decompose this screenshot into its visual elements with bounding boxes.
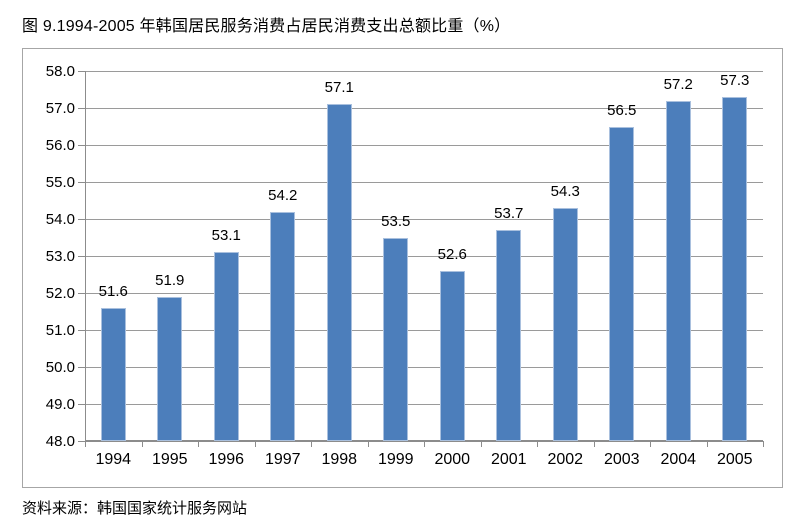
- y-axis-tick: [78, 293, 85, 294]
- bar-value-label: 56.5: [607, 101, 637, 119]
- x-axis-tick: [763, 441, 764, 447]
- gridline: [85, 71, 763, 72]
- y-tick-label: 52.0: [45, 285, 75, 302]
- x-tick-label: 2005: [716, 451, 753, 468]
- bar-value-label: 57.1: [324, 79, 354, 97]
- y-tick-label: 51.0: [45, 322, 75, 339]
- gridline: [85, 145, 763, 146]
- bar: [609, 126, 635, 441]
- x-tick-label: 2003: [603, 451, 640, 468]
- gridline: [85, 219, 763, 220]
- x-tick-label: 1998: [321, 451, 358, 468]
- x-tick-label: 1994: [95, 451, 132, 468]
- y-axis-tick: [78, 367, 85, 368]
- bar-value-label: 54.2: [268, 186, 298, 204]
- y-tick-label: 49.0: [45, 396, 75, 413]
- y-tick-label: 53.0: [45, 248, 75, 265]
- bar: [100, 307, 126, 441]
- y-tick-label: 58.0: [45, 63, 75, 80]
- x-tick-label: 1995: [151, 451, 188, 468]
- chart-title: 图 9.1994-2005 年韩国居民服务消费占居民消费支出总额比重（%）: [22, 18, 511, 35]
- bar: [722, 96, 748, 441]
- gridline: [85, 330, 763, 331]
- y-axis-tick: [78, 182, 85, 183]
- bar: [383, 237, 409, 441]
- y-axis-tick: [78, 219, 85, 220]
- x-axis-tick: [707, 441, 708, 447]
- y-tick-label: 56.0: [45, 137, 75, 154]
- x-axis-tick: [424, 441, 425, 447]
- x-axis-tick: [368, 441, 369, 447]
- bar: [665, 100, 691, 441]
- bar-value-label: 51.9: [155, 271, 185, 289]
- gridline: [85, 404, 763, 405]
- x-tick-label: 1996: [208, 451, 245, 468]
- x-axis-tick: [198, 441, 199, 447]
- bar-value-label: 51.6: [98, 282, 128, 300]
- bar-value-label: 53.7: [494, 205, 524, 223]
- y-tick-label: 50.0: [45, 359, 75, 376]
- y-axis-tick: [78, 108, 85, 109]
- y-tick-label: 55.0: [45, 174, 75, 191]
- x-axis-tick: [481, 441, 482, 447]
- y-axis-tick: [78, 71, 85, 72]
- y-tick-label: 48.0: [45, 433, 75, 450]
- y-tick-label: 57.0: [45, 100, 75, 117]
- bar: [157, 296, 183, 441]
- x-tick-label: 2002: [547, 451, 584, 468]
- y-tick-label: 54.0: [45, 211, 75, 228]
- x-tick-label: 2001: [490, 451, 527, 468]
- plot-area: 58.0 57.0 56.0 55.0 54.0 53.0 52.0 51.0 50.0 49.0…: [46, 64, 764, 468]
- bar-value-label: 53.5: [381, 212, 411, 230]
- y-axis-tick: [78, 145, 85, 146]
- bar-value-label: 57.3: [720, 71, 750, 89]
- x-tick-label: 2000: [434, 451, 471, 468]
- bar: [552, 207, 578, 441]
- y-axis-tick: [78, 256, 85, 257]
- y-axis-line: [85, 71, 86, 441]
- gridline: [85, 108, 763, 109]
- bar: [326, 104, 352, 441]
- gridline: [85, 182, 763, 183]
- y-axis-tick: [78, 441, 85, 442]
- bar: [496, 230, 522, 441]
- x-axis-tick: [142, 441, 143, 447]
- y-axis-tick: [78, 404, 85, 405]
- x-axis-tick: [311, 441, 312, 447]
- bar-value-label: 57.2: [663, 75, 693, 93]
- x-tick-label: 1999: [377, 451, 414, 468]
- bar-value-label: 52.6: [437, 245, 467, 263]
- x-axis-tick: [255, 441, 256, 447]
- bar-value-label: 53.1: [211, 227, 241, 245]
- x-axis-tick: [85, 441, 86, 447]
- bar: [213, 252, 239, 441]
- gridline: [85, 367, 763, 368]
- bar: [439, 270, 465, 441]
- x-tick-label: 2004: [660, 451, 697, 468]
- chart-frame: 58.0 57.0 56.0 55.0 54.0 53.0 52.0 51.0 50.0 49.0…: [22, 48, 783, 488]
- source-note: 资料来源：韩国国家统计服务网站: [22, 500, 248, 517]
- bar-value-label: 54.3: [550, 182, 580, 200]
- gridline: [85, 293, 763, 294]
- x-axis-tick: [594, 441, 595, 447]
- x-axis-tick: [650, 441, 651, 447]
- bar: [270, 211, 296, 441]
- gridline: [85, 256, 763, 257]
- x-tick-label: 1997: [264, 451, 301, 468]
- x-axis-tick: [537, 441, 538, 447]
- y-axis-tick: [78, 330, 85, 331]
